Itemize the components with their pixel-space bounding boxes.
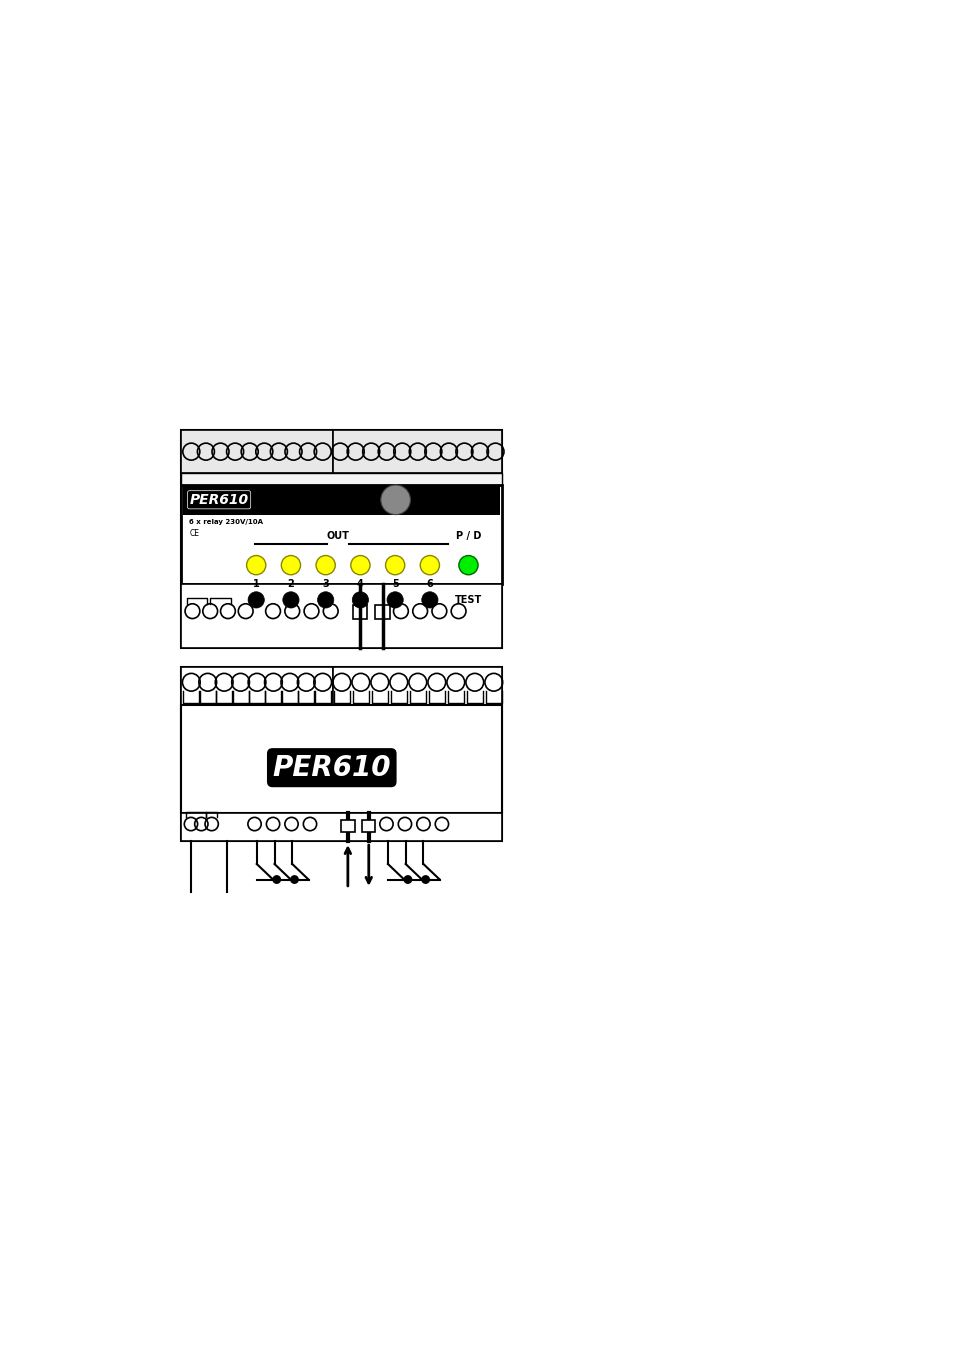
- Text: 3: 3: [322, 579, 329, 589]
- Circle shape: [421, 591, 437, 608]
- Bar: [341, 821, 355, 832]
- Text: 6: 6: [426, 579, 433, 589]
- Text: lighting & control systems: lighting & control systems: [413, 502, 476, 506]
- Circle shape: [387, 591, 403, 608]
- Text: Apollo Art: Apollo Art: [413, 490, 450, 500]
- Circle shape: [281, 556, 300, 575]
- Bar: [180, 485, 501, 585]
- Bar: [180, 585, 501, 648]
- Text: CE: CE: [190, 529, 199, 539]
- Bar: [180, 813, 501, 841]
- Circle shape: [282, 591, 298, 608]
- Circle shape: [380, 485, 410, 514]
- Text: 6 x relay 230V/10A: 6 x relay 230V/10A: [190, 520, 263, 525]
- Bar: [333, 667, 501, 705]
- Circle shape: [246, 556, 266, 575]
- Circle shape: [272, 875, 281, 884]
- Text: TEST: TEST: [455, 595, 481, 605]
- Bar: [180, 431, 501, 648]
- Text: 2: 2: [287, 579, 294, 589]
- Bar: [180, 705, 501, 813]
- Bar: [180, 472, 501, 485]
- Text: 1: 1: [253, 579, 259, 589]
- Bar: [333, 431, 501, 472]
- Bar: [180, 667, 333, 705]
- Circle shape: [317, 591, 334, 608]
- Circle shape: [385, 556, 404, 575]
- Circle shape: [315, 556, 335, 575]
- Circle shape: [351, 556, 370, 575]
- Circle shape: [458, 556, 477, 575]
- Bar: [180, 431, 333, 472]
- Circle shape: [420, 556, 439, 575]
- Bar: [183, 485, 499, 514]
- Circle shape: [352, 591, 368, 608]
- Text: PER610: PER610: [273, 753, 391, 782]
- Bar: [375, 605, 390, 618]
- Text: 5: 5: [392, 579, 398, 589]
- Bar: [353, 605, 367, 618]
- Circle shape: [248, 591, 264, 608]
- Bar: [180, 667, 501, 841]
- Text: PER610: PER610: [190, 493, 249, 506]
- Circle shape: [403, 875, 412, 884]
- Bar: [362, 821, 375, 832]
- Circle shape: [421, 875, 430, 884]
- Circle shape: [290, 875, 298, 884]
- Text: OUT: OUT: [327, 532, 350, 541]
- Text: P / D: P / D: [456, 532, 480, 541]
- Text: 4: 4: [356, 579, 363, 589]
